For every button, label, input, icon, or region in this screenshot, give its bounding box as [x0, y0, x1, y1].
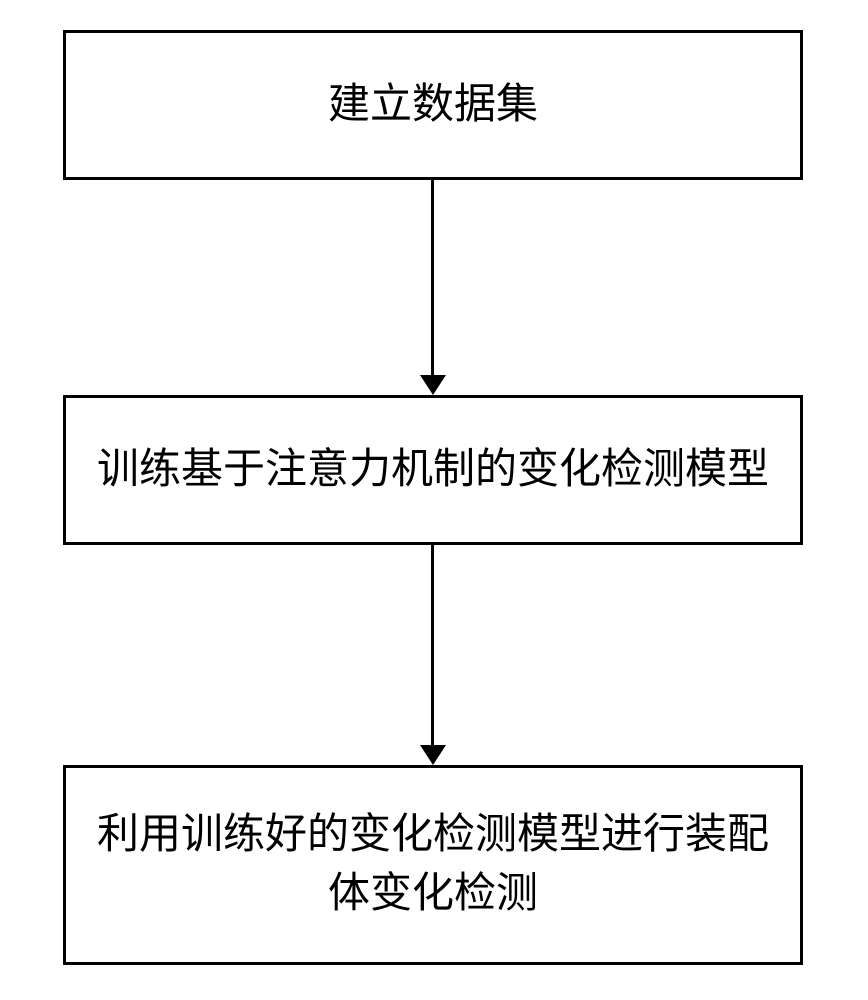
- flowchart-node-2: 训练基于注意力机制的变化检测模型: [63, 395, 803, 545]
- node-label: 利用训练好的变化检测模型进行装配体变化检测: [96, 806, 770, 924]
- node-label: 建立数据集: [328, 76, 538, 135]
- flowchart-container: 建立数据集 训练基于注意力机制的变化检测模型 利用训练好的变化检测模型进行装配体…: [0, 0, 868, 1000]
- flowchart-node-1: 建立数据集: [63, 30, 803, 180]
- arrow-head-icon: [420, 745, 446, 765]
- node-label: 训练基于注意力机制的变化检测模型: [97, 441, 769, 500]
- arrow-line: [431, 180, 434, 379]
- flowchart-node-3: 利用训练好的变化检测模型进行装配体变化检测: [63, 765, 803, 965]
- arrow-line: [431, 545, 434, 749]
- arrow-head-icon: [420, 375, 446, 395]
